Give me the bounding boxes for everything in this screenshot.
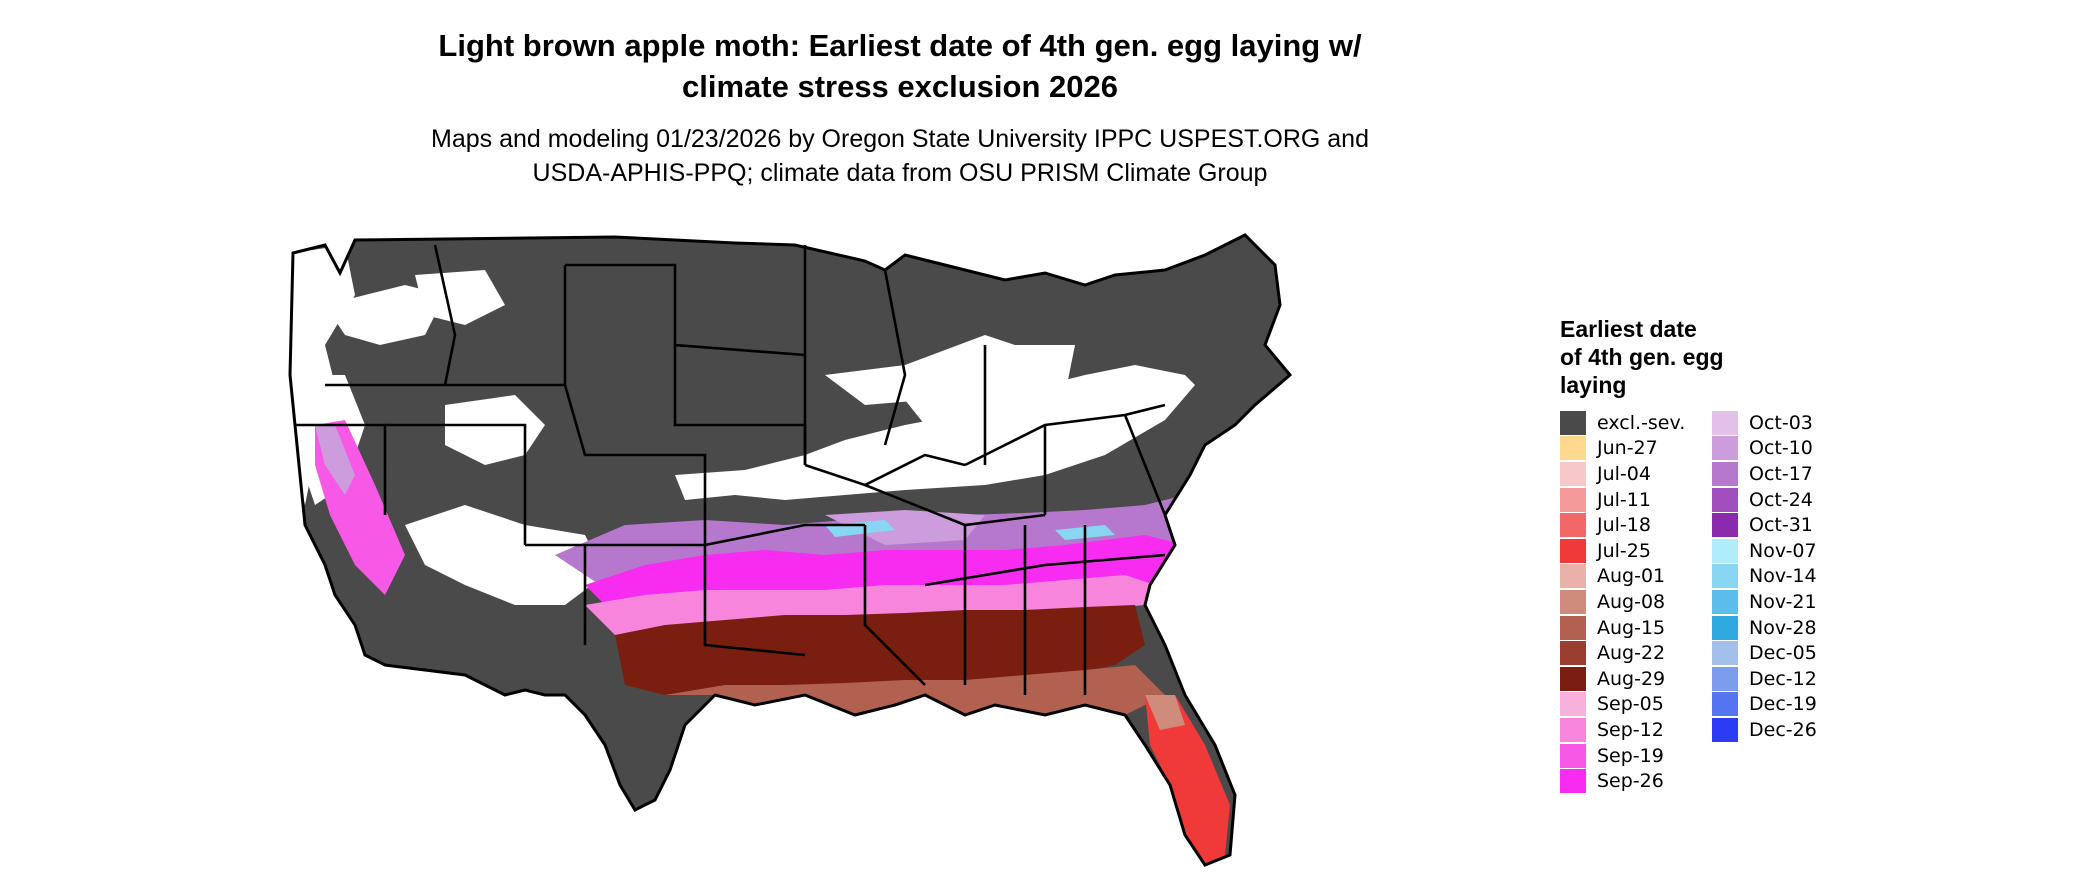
legend-label: Oct-31 xyxy=(1749,514,1813,537)
legend-item: Oct-03 xyxy=(1712,410,1817,436)
legend-item: Oct-31 xyxy=(1712,512,1817,538)
legend-swatch xyxy=(1560,513,1586,538)
legend-item: Nov-14 xyxy=(1712,564,1817,590)
legend: Earliest date of 4th gen. egg laying exc… xyxy=(1560,315,1980,795)
legend-item: Aug-15 xyxy=(1560,615,1685,641)
legend-item: Aug-08 xyxy=(1560,589,1685,615)
legend-label: Sep-12 xyxy=(1597,718,1664,741)
legend-swatch xyxy=(1560,692,1586,717)
legend-item: Nov-07 xyxy=(1712,538,1817,564)
legend-item: Jul-18 xyxy=(1560,512,1685,538)
legend-label: Sep-05 xyxy=(1597,693,1664,716)
legend-swatch xyxy=(1560,487,1586,512)
legend-label: Aug-15 xyxy=(1597,616,1666,639)
legend-item: Dec-19 xyxy=(1712,692,1817,718)
legend-label: Oct-10 xyxy=(1749,437,1813,460)
legend-label: Aug-08 xyxy=(1597,590,1666,613)
legend-label: Oct-03 xyxy=(1749,411,1813,434)
legend-label: Dec-19 xyxy=(1749,693,1817,716)
legend-label: Nov-14 xyxy=(1749,565,1817,588)
legend-label: Jul-18 xyxy=(1597,514,1651,537)
legend-swatch xyxy=(1712,666,1738,691)
legend-label: Dec-05 xyxy=(1749,642,1817,665)
legend-label: excl.-sev. xyxy=(1597,411,1686,434)
legend-item: Oct-17 xyxy=(1712,461,1817,487)
legend-swatch xyxy=(1712,717,1738,742)
legend-label: Jul-11 xyxy=(1597,488,1651,511)
legend-item: excl.-sev. xyxy=(1560,410,1685,436)
legend-item: Oct-10 xyxy=(1712,436,1817,462)
legend-swatch xyxy=(1560,769,1586,794)
legend-item: Aug-29 xyxy=(1560,666,1685,692)
legend-swatch xyxy=(1560,615,1586,640)
legend-item: Sep-05 xyxy=(1560,692,1685,718)
legend-item: Nov-21 xyxy=(1712,589,1817,615)
legend-item: Jul-11 xyxy=(1560,487,1685,513)
legend-swatch xyxy=(1560,461,1586,486)
legend-swatch xyxy=(1712,513,1738,538)
legend-label: Dec-12 xyxy=(1749,667,1817,690)
legend-label: Oct-24 xyxy=(1749,488,1813,511)
legend-label: Sep-26 xyxy=(1597,770,1664,793)
legend-swatch xyxy=(1560,589,1586,614)
legend-swatch xyxy=(1560,538,1586,563)
legend-label: Jun-27 xyxy=(1597,437,1658,460)
legend-column-2: Oct-03 Oct-10 Oct-17 Oct-24 Oct-31 Nov-0… xyxy=(1712,410,1817,743)
legend-label: Aug-01 xyxy=(1597,565,1666,588)
legend-label: Nov-21 xyxy=(1749,590,1817,613)
legend-label: Sep-19 xyxy=(1597,744,1664,767)
legend-swatch xyxy=(1712,538,1738,563)
legend-swatch xyxy=(1712,641,1738,666)
legend-label: Jul-25 xyxy=(1597,539,1651,562)
legend-label: Dec-26 xyxy=(1749,718,1817,741)
legend-swatch xyxy=(1712,410,1738,435)
legend-swatch xyxy=(1560,436,1586,461)
legend-item: Jun-27 xyxy=(1560,436,1685,462)
legend-item: Jul-25 xyxy=(1560,538,1685,564)
legend-label: Aug-22 xyxy=(1597,642,1666,665)
legend-swatch xyxy=(1712,692,1738,717)
legend-item: Aug-01 xyxy=(1560,564,1685,590)
legend-swatch xyxy=(1560,717,1586,742)
legend-item: Dec-05 xyxy=(1712,640,1817,666)
legend-swatch xyxy=(1712,461,1738,486)
legend-swatch xyxy=(1560,410,1586,435)
legend-item: Oct-24 xyxy=(1712,487,1817,513)
legend-swatch xyxy=(1712,436,1738,461)
legend-item: Dec-26 xyxy=(1712,717,1817,743)
legend-swatch xyxy=(1560,743,1586,768)
legend-item: Sep-12 xyxy=(1560,717,1685,743)
legend-label: Jul-04 xyxy=(1597,462,1651,485)
legend-title: Earliest date of 4th gen. egg laying xyxy=(1560,316,1724,398)
legend-swatch xyxy=(1560,641,1586,666)
legend-swatch xyxy=(1712,564,1738,589)
legend-label: Oct-17 xyxy=(1749,462,1813,485)
legend-swatch xyxy=(1712,615,1738,640)
legend-column-1: excl.-sev. Jun-27 Jul-04 Jul-11 Jul-18 J… xyxy=(1560,410,1685,794)
map-subtitle: Maps and modeling 01/23/2026 by Oregon S… xyxy=(431,125,1369,187)
legend-label: Nov-07 xyxy=(1749,539,1817,562)
map-title: Light brown apple moth: Earliest date of… xyxy=(438,28,1362,104)
legend-swatch xyxy=(1712,589,1738,614)
legend-item: Jul-04 xyxy=(1560,461,1685,487)
legend-item: Sep-26 xyxy=(1560,768,1685,794)
legend-swatch xyxy=(1560,564,1586,589)
legend-swatch xyxy=(1560,666,1586,691)
legend-swatch xyxy=(1712,487,1738,512)
legend-item: Aug-22 xyxy=(1560,640,1685,666)
legend-item: Nov-28 xyxy=(1712,615,1817,641)
legend-item: Dec-12 xyxy=(1712,666,1817,692)
legend-label: Nov-28 xyxy=(1749,616,1817,639)
legend-item: Sep-19 xyxy=(1560,743,1685,769)
us-map xyxy=(288,233,1293,867)
legend-label: Aug-29 xyxy=(1597,667,1666,690)
